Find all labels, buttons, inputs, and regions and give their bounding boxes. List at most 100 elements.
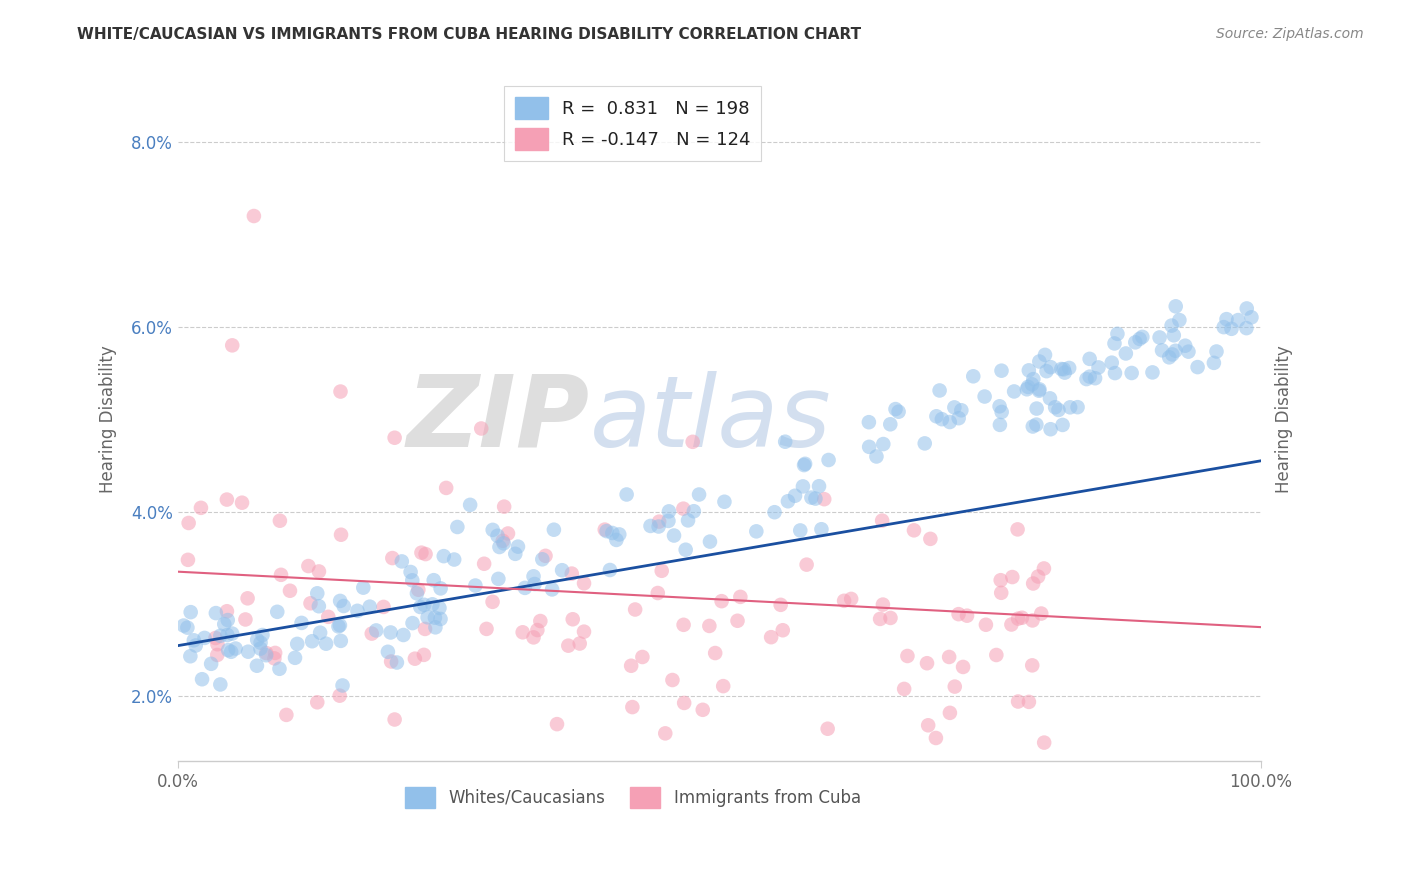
- Point: [1007, 522, 1029, 536]
- Point: [1202, 356, 1225, 370]
- Point: [710, 594, 733, 608]
- Point: [658, 504, 681, 518]
- Point: [308, 599, 330, 614]
- Point: [423, 610, 446, 624]
- Point: [284, 650, 307, 665]
- Point: [893, 681, 915, 696]
- Point: [1028, 384, 1050, 398]
- Point: [1028, 382, 1050, 396]
- Point: [204, 631, 226, 645]
- Point: [1057, 361, 1080, 376]
- Point: [266, 605, 288, 619]
- Point: [494, 500, 516, 514]
- Point: [662, 528, 685, 542]
- Point: [794, 457, 817, 471]
- Point: [177, 553, 200, 567]
- Point: [546, 717, 568, 731]
- Point: [763, 505, 786, 519]
- Point: [903, 524, 925, 538]
- Point: [1000, 617, 1022, 632]
- Point: [568, 636, 591, 650]
- Point: [561, 566, 583, 581]
- Point: [415, 547, 437, 561]
- Point: [1053, 362, 1076, 376]
- Point: [384, 431, 406, 445]
- Point: [647, 586, 669, 600]
- Point: [699, 619, 721, 633]
- Point: [209, 629, 232, 643]
- Point: [380, 655, 402, 669]
- Point: [813, 492, 835, 507]
- Point: [759, 630, 782, 644]
- Point: [616, 487, 638, 501]
- Point: [221, 626, 243, 640]
- Point: [657, 514, 679, 528]
- Point: [512, 625, 534, 640]
- Point: [506, 540, 529, 554]
- Point: [276, 707, 298, 722]
- Point: [236, 645, 259, 659]
- Point: [329, 618, 352, 632]
- Point: [401, 616, 423, 631]
- Point: [225, 641, 247, 656]
- Point: [1053, 366, 1076, 380]
- Point: [620, 658, 643, 673]
- Point: [1025, 401, 1047, 416]
- Point: [730, 590, 752, 604]
- Point: [595, 524, 617, 538]
- Point: [713, 495, 735, 509]
- Point: [359, 599, 381, 614]
- Point: [1236, 301, 1258, 316]
- Point: [205, 606, 228, 620]
- Point: [988, 417, 1011, 432]
- Point: [191, 672, 214, 686]
- Point: [503, 547, 526, 561]
- Point: [1159, 351, 1181, 365]
- Point: [1033, 348, 1056, 362]
- Point: [990, 573, 1012, 587]
- Point: [948, 607, 970, 621]
- Point: [1066, 400, 1088, 414]
- Point: [956, 608, 979, 623]
- Point: [425, 620, 447, 634]
- Point: [1220, 322, 1243, 336]
- Point: [529, 614, 551, 628]
- Point: [676, 513, 699, 527]
- Point: [184, 639, 207, 653]
- Point: [1039, 360, 1062, 375]
- Point: [1017, 380, 1039, 394]
- Point: [654, 726, 676, 740]
- Point: [401, 574, 423, 588]
- Point: [481, 595, 503, 609]
- Point: [472, 557, 495, 571]
- Point: [486, 572, 509, 586]
- Point: [600, 526, 623, 541]
- Point: [429, 582, 451, 596]
- Point: [1130, 330, 1153, 344]
- Point: [986, 648, 1008, 662]
- Point: [264, 646, 287, 660]
- Point: [1050, 362, 1073, 376]
- Point: [522, 631, 544, 645]
- Point: [1227, 313, 1250, 327]
- Point: [915, 657, 938, 671]
- Point: [561, 612, 583, 626]
- Point: [1078, 351, 1101, 366]
- Point: [307, 695, 329, 709]
- Point: [872, 437, 894, 451]
- Point: [800, 491, 823, 505]
- Point: [308, 565, 330, 579]
- Point: [1032, 561, 1054, 575]
- Point: [263, 651, 285, 665]
- Point: [990, 364, 1012, 378]
- Point: [1084, 371, 1107, 385]
- Point: [219, 645, 242, 659]
- Point: [928, 384, 950, 398]
- Point: [422, 573, 444, 587]
- Point: [190, 500, 212, 515]
- Point: [329, 633, 352, 648]
- Point: [1215, 312, 1237, 326]
- Point: [939, 415, 962, 429]
- Point: [974, 617, 997, 632]
- Point: [249, 641, 271, 656]
